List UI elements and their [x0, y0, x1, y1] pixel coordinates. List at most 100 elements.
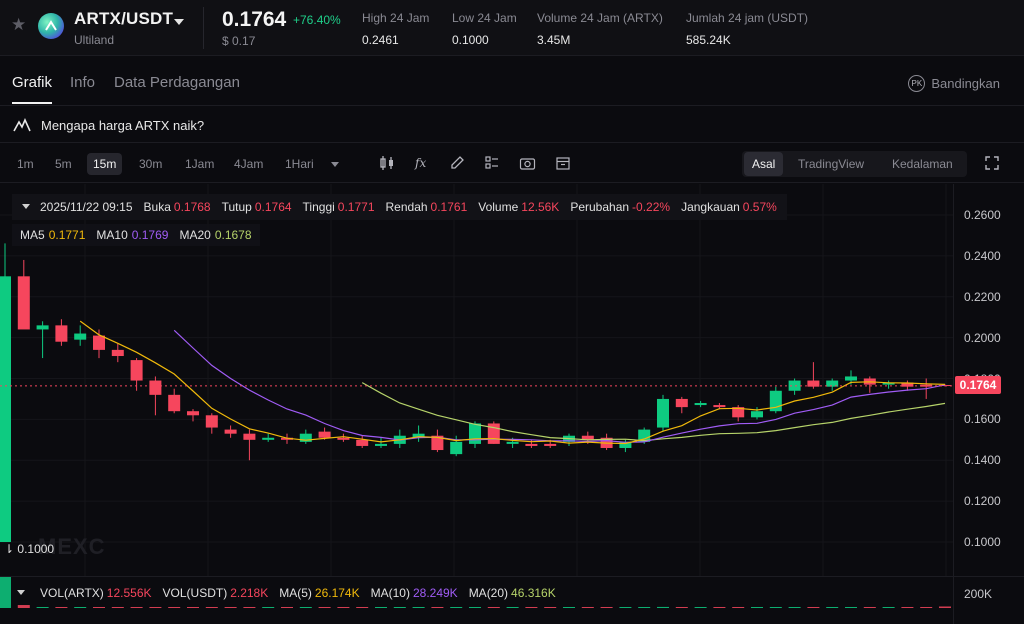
usd-price: $ 0.17: [222, 34, 256, 48]
favorite-star-icon[interactable]: ★: [11, 15, 27, 34]
header-divider: [203, 7, 204, 49]
tab-chart[interactable]: Grafik: [12, 74, 53, 91]
stat-volume-value: 3.45M: [537, 33, 571, 47]
ohlc-change-label: Perubahan: [570, 200, 630, 214]
candle-body: [807, 380, 820, 387]
stat-amount-value: 585.24K: [686, 33, 731, 47]
vol-ma10-value: 28.249K: [412, 586, 458, 600]
ohlc-low-label: Rendah: [385, 200, 428, 214]
timeframe-30m[interactable]: 30m: [139, 157, 163, 171]
indicator-fx-icon[interactable]: fx: [414, 155, 430, 171]
ohlc-close: 0.1764: [254, 200, 292, 214]
volume-bar: [863, 607, 876, 608]
price-reason-banner[interactable]: Mengapa harga ARTX naik?: [0, 107, 1024, 143]
timeframe-5m[interactable]: 5m: [55, 157, 72, 171]
screenshot-camera-icon[interactable]: [519, 155, 536, 171]
volume-bar: [920, 607, 933, 608]
view-depth[interactable]: Kedalaman: [892, 157, 953, 171]
volume-bar: [111, 607, 124, 608]
timeframe-4h[interactable]: 4Jam: [234, 157, 264, 171]
svg-text:fx: fx: [414, 156, 426, 170]
ohlc-legend: 2025/11/22 09:15 Buka 0.1768 Tutup 0.1764 …: [12, 194, 787, 220]
chart-canvas[interactable]: [0, 184, 1024, 624]
volume-collapse-icon[interactable]: [17, 590, 25, 595]
timeframe-1d[interactable]: 1Hari: [285, 157, 314, 171]
volume-bar: [469, 607, 481, 608]
view-tradingview[interactable]: TradingView: [798, 157, 865, 171]
candle-body: [356, 439, 369, 446]
compare-button[interactable]: PK Bandingkan: [908, 75, 1000, 92]
ohlc-low: 0.1761: [430, 200, 468, 214]
timeframe-1h[interactable]: 1Jam: [185, 157, 215, 171]
candle-type-icon[interactable]: [379, 155, 395, 171]
timeframe-more-icon[interactable]: [331, 162, 339, 167]
stat-volume-label: Volume 24 Jam (ARTX): [537, 11, 663, 25]
volume-bar: [713, 607, 726, 608]
draw-pencil-icon[interactable]: [449, 155, 465, 171]
layout-icon[interactable]: [484, 155, 500, 171]
candle-body: [0, 276, 11, 542]
volume-bar: [36, 607, 49, 608]
candle-body: [469, 423, 481, 444]
candle-body: [55, 325, 68, 342]
sparkle-icon: [13, 118, 31, 132]
candle-body: [111, 349, 124, 357]
chart-toolbar: 1m 5m 15m 30m 1Jam 4Jam 1Hari fx Asal Tr…: [0, 143, 1024, 183]
volume-bar: [769, 607, 782, 608]
candle-body: [262, 437, 275, 440]
ohlc-range: 0.57%: [742, 200, 777, 214]
vol-usdt-value: 2.218K: [230, 586, 269, 600]
volume-bar: [149, 607, 162, 608]
chevron-down-icon[interactable]: [174, 19, 184, 25]
pair-selector[interactable]: ARTX/USDT: [74, 9, 174, 28]
stat-low-value: 0.1000: [452, 33, 489, 47]
volume-legend: VOL(ARTX) 12.556K VOL(USDT) 2.218K MA(5) 26…: [12, 582, 566, 604]
volume-bar: [262, 607, 275, 608]
timeframe-1m[interactable]: 1m: [17, 157, 34, 171]
candle-body: [375, 443, 387, 446]
timeframe-15m[interactable]: 15m: [87, 153, 123, 175]
volume-bar: [544, 607, 557, 608]
project-name: Ultiland: [74, 33, 115, 47]
candle-body: [506, 441, 519, 444]
volume-bar: [318, 607, 331, 608]
candle-body: [243, 433, 256, 440]
volume-bar: [74, 607, 87, 608]
volume-bar: [431, 607, 444, 608]
candle-body: [299, 433, 312, 442]
collapse-caret-icon[interactable]: [22, 204, 30, 209]
ohlc-open: 0.1768: [173, 200, 211, 214]
last-price: 0.1764: [222, 8, 287, 31]
volume-bar: [506, 607, 519, 608]
candle-body: [149, 380, 162, 395]
volume-pane-separator: [0, 576, 1024, 577]
volume-bar: [299, 607, 312, 608]
candle-body: [205, 415, 218, 428]
volume-bar: [243, 607, 256, 608]
volume-bar: [0, 577, 11, 608]
calendar-icon[interactable]: [555, 155, 571, 171]
stat-low-label: Low 24 Jam: [452, 11, 517, 25]
fullscreen-icon[interactable]: [985, 156, 999, 170]
candle-body: [882, 382, 895, 385]
vol-ma20-value: 46.316K: [511, 586, 556, 600]
ma5-line: [79, 320, 946, 445]
candlestick-chart[interactable]: 0.2600 0.2400 0.2200 0.2000 0.1800 0.160…: [0, 184, 1024, 624]
candle-body: [901, 382, 914, 387]
y-tick: 0.1200: [964, 494, 1001, 508]
price-reason-text: Mengapa harga ARTX naik?: [41, 118, 205, 133]
price-change: +76.40%: [293, 13, 341, 27]
vol-ma5-value: 26.174K: [314, 586, 360, 600]
candle-body: [337, 437, 350, 440]
candle-body: [318, 431, 331, 438]
stat-high-value: 0.2461: [362, 33, 399, 47]
view-original[interactable]: Asal: [744, 152, 784, 176]
ma20-label: MA20: [179, 228, 211, 242]
volume-bar: [826, 607, 839, 608]
tab-info[interactable]: Info: [70, 74, 96, 91]
compare-icon: PK: [908, 75, 926, 92]
volume-bar: [487, 607, 500, 608]
tab-trading-data[interactable]: Data Perdagangan: [114, 74, 240, 91]
candle-body: [525, 443, 538, 446]
volume-bar: [450, 607, 463, 608]
